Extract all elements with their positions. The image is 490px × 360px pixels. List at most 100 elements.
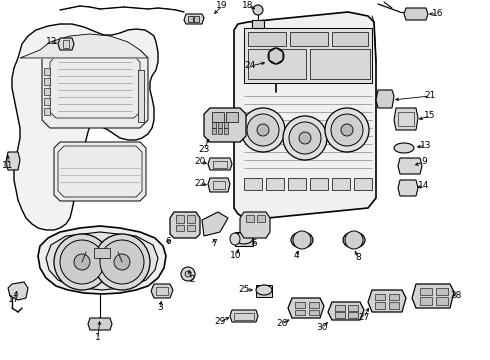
Bar <box>213 161 227 168</box>
Bar <box>44 88 50 95</box>
Bar <box>44 98 50 105</box>
Text: 23: 23 <box>198 145 210 154</box>
Circle shape <box>268 48 284 64</box>
Text: 9: 9 <box>421 158 427 166</box>
Bar <box>244 178 262 190</box>
Polygon shape <box>42 50 148 128</box>
Ellipse shape <box>256 285 272 295</box>
Circle shape <box>181 267 195 281</box>
Text: 30: 30 <box>316 324 328 333</box>
Text: 6: 6 <box>165 238 171 247</box>
Polygon shape <box>208 178 230 192</box>
Bar <box>375 294 385 300</box>
Bar <box>244 28 372 83</box>
Polygon shape <box>412 284 454 308</box>
Bar <box>187 225 195 231</box>
Bar <box>288 178 306 190</box>
Bar <box>176 225 184 231</box>
Bar <box>256 285 272 297</box>
Polygon shape <box>204 108 246 142</box>
Ellipse shape <box>230 233 240 245</box>
Polygon shape <box>394 108 418 130</box>
Bar <box>309 302 319 308</box>
Ellipse shape <box>343 232 365 248</box>
Circle shape <box>293 231 311 249</box>
Ellipse shape <box>291 232 313 248</box>
Circle shape <box>289 122 321 154</box>
Bar <box>156 287 168 295</box>
Bar <box>246 215 254 222</box>
Text: 22: 22 <box>195 180 206 189</box>
Text: 19: 19 <box>216 1 228 10</box>
Circle shape <box>253 5 263 15</box>
Text: 15: 15 <box>424 112 436 121</box>
Polygon shape <box>184 14 204 24</box>
Bar <box>295 310 305 315</box>
Polygon shape <box>151 284 173 298</box>
Text: 1: 1 <box>95 333 101 342</box>
Ellipse shape <box>394 143 414 153</box>
Bar <box>310 49 370 79</box>
Bar <box>389 294 399 300</box>
Polygon shape <box>202 212 228 236</box>
Circle shape <box>74 254 90 270</box>
Text: 16: 16 <box>432 9 444 18</box>
Bar <box>389 302 399 309</box>
Polygon shape <box>368 290 406 312</box>
Bar <box>335 305 345 311</box>
Text: 2: 2 <box>189 275 195 284</box>
Text: 26: 26 <box>276 320 288 328</box>
Text: 5: 5 <box>251 239 257 248</box>
Circle shape <box>257 124 269 136</box>
Circle shape <box>325 108 369 152</box>
Bar <box>420 288 432 295</box>
Bar <box>332 32 368 46</box>
Polygon shape <box>230 310 258 322</box>
Text: 4: 4 <box>293 252 299 261</box>
Text: 20: 20 <box>195 158 206 166</box>
Polygon shape <box>46 232 158 290</box>
Bar <box>194 16 199 22</box>
Polygon shape <box>12 24 158 230</box>
Bar <box>234 313 254 320</box>
Bar <box>63 40 69 48</box>
Circle shape <box>114 254 130 270</box>
Bar <box>224 122 228 128</box>
Bar <box>436 288 448 295</box>
Text: 28: 28 <box>450 291 462 300</box>
Bar <box>375 302 385 309</box>
Bar <box>226 112 238 122</box>
Bar <box>187 215 195 223</box>
Text: 7: 7 <box>211 239 217 248</box>
Bar <box>348 305 358 311</box>
Bar <box>44 108 50 115</box>
Bar <box>44 68 50 75</box>
Polygon shape <box>88 318 112 330</box>
Polygon shape <box>404 8 428 20</box>
Circle shape <box>60 240 104 284</box>
Polygon shape <box>398 158 422 174</box>
Bar <box>310 178 328 190</box>
Circle shape <box>283 116 327 160</box>
Polygon shape <box>20 34 148 58</box>
Circle shape <box>94 234 150 290</box>
Bar <box>335 312 345 318</box>
Bar <box>176 215 184 223</box>
Circle shape <box>247 114 279 146</box>
Text: 3: 3 <box>157 303 163 312</box>
Bar <box>252 20 264 28</box>
Text: 10: 10 <box>230 252 242 261</box>
Text: 21: 21 <box>424 91 436 100</box>
Bar <box>224 128 228 134</box>
Bar <box>212 112 224 122</box>
Polygon shape <box>208 158 232 170</box>
Bar <box>212 128 216 134</box>
Circle shape <box>331 114 363 146</box>
Circle shape <box>100 240 144 284</box>
Circle shape <box>54 234 110 290</box>
Bar <box>354 178 372 190</box>
Polygon shape <box>58 38 74 50</box>
Bar <box>218 122 222 128</box>
Polygon shape <box>328 302 364 320</box>
Bar <box>188 16 193 22</box>
